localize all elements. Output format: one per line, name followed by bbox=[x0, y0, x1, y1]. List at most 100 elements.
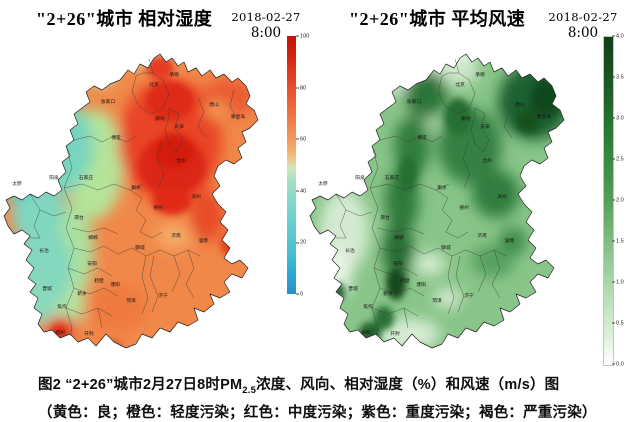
city-label: 聊城 bbox=[135, 244, 145, 251]
colorbar-tick: 40 bbox=[296, 186, 310, 195]
city-label: 承德 bbox=[169, 71, 179, 78]
city-label: 焦作 bbox=[57, 303, 67, 310]
city-label: 衡水 bbox=[131, 184, 141, 191]
city-label: 北京 bbox=[455, 81, 465, 88]
city-label: 鹤壁 bbox=[94, 277, 104, 284]
time-label: 8:00 bbox=[250, 25, 282, 41]
city-label: 聊城 bbox=[441, 244, 451, 251]
colorbar-tick: 0 bbox=[296, 290, 305, 299]
city-label: 淄博 bbox=[198, 237, 208, 244]
colorbar-tick: 3.5 bbox=[612, 73, 629, 82]
colorbar-tick: 2.0 bbox=[612, 196, 629, 205]
city-label: 太原 bbox=[318, 180, 328, 187]
city-label: 邢台 bbox=[74, 214, 84, 221]
city-label: 邯郸 bbox=[394, 234, 404, 241]
city-label: 鹤壁 bbox=[400, 277, 410, 284]
city-label: 濮阳 bbox=[416, 281, 426, 288]
wind-field bbox=[310, 54, 564, 348]
wind-colorbar-gradient bbox=[603, 36, 614, 366]
city-label: 濮阳 bbox=[110, 281, 120, 288]
time-label: 8:00 bbox=[567, 25, 599, 41]
city-label: 开封 bbox=[84, 330, 94, 337]
humidity-map-title: "2+26"城市 相对湿度 bbox=[36, 9, 213, 29]
city-label: 济宁 bbox=[464, 292, 474, 299]
city-label: 济宁 bbox=[158, 292, 168, 299]
city-label: 廊坊 bbox=[461, 115, 471, 122]
city-label: 石家庄 bbox=[79, 174, 94, 181]
pm25-subscript: 2.5 bbox=[242, 384, 257, 396]
humidity-field bbox=[4, 54, 258, 348]
city-label: 新乡 bbox=[383, 290, 393, 297]
city-label: 德州 bbox=[459, 204, 469, 211]
city-label: 阳泉 bbox=[355, 174, 365, 181]
figure-caption-line1: 图2 “2+26”城市2月27日8时PM2.5浓度、风向、相对湿度（%）和风速（… bbox=[38, 377, 560, 396]
figure-caption-line2: （黄色：良；橙色：轻度污染；红色：中度污染；紫色：重度污染；褐色：严重污染） bbox=[38, 404, 597, 421]
city-label: 张家口 bbox=[101, 98, 116, 105]
region-outline bbox=[309, 53, 565, 349]
wind-map-title: "2+26"城市 平均风速 bbox=[349, 9, 526, 29]
admin-boundaries bbox=[335, 58, 545, 337]
city-label: 长治 bbox=[345, 247, 355, 254]
region-outline bbox=[3, 53, 259, 349]
city-label: 邢台 bbox=[380, 214, 390, 221]
city-label: 保定 bbox=[417, 134, 427, 141]
colorbar-tick: 80 bbox=[296, 83, 310, 92]
city-label: 太原 bbox=[12, 180, 22, 187]
city-label: 菏泽 bbox=[432, 297, 442, 304]
city-label: 济南 bbox=[477, 232, 487, 239]
colorbar-tick: 60 bbox=[296, 135, 310, 144]
city-label: 淄博 bbox=[504, 237, 514, 244]
wind-colorbar: 4.0 3.5 3.0 2.5 2.0 1.5 1.0 0.5 0.0 bbox=[603, 33, 624, 366]
city-label: 郑州 bbox=[361, 329, 371, 336]
city-label: 沧州 bbox=[176, 157, 186, 164]
city-label: 保定 bbox=[111, 134, 121, 141]
humidity-colorbar-gradient bbox=[287, 36, 296, 294]
colorbar-tick: 0.5 bbox=[612, 319, 629, 328]
colorbar-tick: 3.0 bbox=[612, 114, 629, 123]
colorbar-tick: 2.5 bbox=[612, 155, 629, 164]
city-label: 晋城 bbox=[348, 285, 358, 292]
city-label: 安阳 bbox=[393, 260, 403, 267]
city-label: 张家口 bbox=[407, 98, 422, 105]
humidity-colorbar: 100 80 60 40 20 0 bbox=[287, 33, 309, 296]
city-label: 长治 bbox=[39, 247, 49, 254]
city-label: 菏泽 bbox=[126, 297, 136, 304]
city-label: 邯郸 bbox=[88, 234, 98, 241]
city-label: 滨州 bbox=[191, 193, 201, 200]
date-label: 2018-02-27 bbox=[548, 10, 618, 24]
city-label: 秦皇岛 bbox=[231, 113, 246, 120]
city-label: 秦皇岛 bbox=[537, 113, 552, 120]
colorbar-tick: 1.5 bbox=[612, 237, 629, 246]
city-label: 阳泉 bbox=[49, 174, 59, 181]
colorbar-tick: 4.0 bbox=[612, 32, 629, 41]
wind-datetime: 2018-02-27 8:00 bbox=[543, 10, 623, 41]
city-label: 开封 bbox=[390, 330, 400, 337]
city-label: 唐山 bbox=[209, 101, 219, 108]
city-label: 沧州 bbox=[482, 157, 492, 164]
city-label: 石家庄 bbox=[385, 174, 400, 181]
city-label: 济南 bbox=[171, 232, 181, 239]
city-label: 新乡 bbox=[77, 290, 87, 297]
city-label: 天津 bbox=[480, 123, 490, 130]
city-label: 郑州 bbox=[55, 329, 65, 336]
colorbar-tick: 0.0 bbox=[612, 360, 629, 369]
colorbar-tick: 100 bbox=[296, 32, 315, 41]
city-label: 北京 bbox=[149, 81, 159, 88]
city-label: 晋城 bbox=[42, 285, 52, 292]
city-label: 安阳 bbox=[87, 260, 97, 267]
admin-boundaries bbox=[29, 58, 239, 337]
city-label: 衡水 bbox=[437, 184, 447, 191]
colorbar-tick: 20 bbox=[296, 238, 310, 247]
figure-caption: 图2 “2+26”城市2月27日8时PM2.5浓度、风向、相对湿度（%）和风速（… bbox=[38, 374, 597, 422]
city-label: 唐山 bbox=[515, 101, 525, 108]
city-label: 廊坊 bbox=[155, 115, 165, 122]
colorbar-tick: 1.0 bbox=[612, 278, 629, 287]
city-label: 焦作 bbox=[363, 303, 373, 310]
city-label: 天津 bbox=[174, 123, 184, 130]
humidity-datetime: 2018-02-27 8:00 bbox=[226, 10, 306, 41]
